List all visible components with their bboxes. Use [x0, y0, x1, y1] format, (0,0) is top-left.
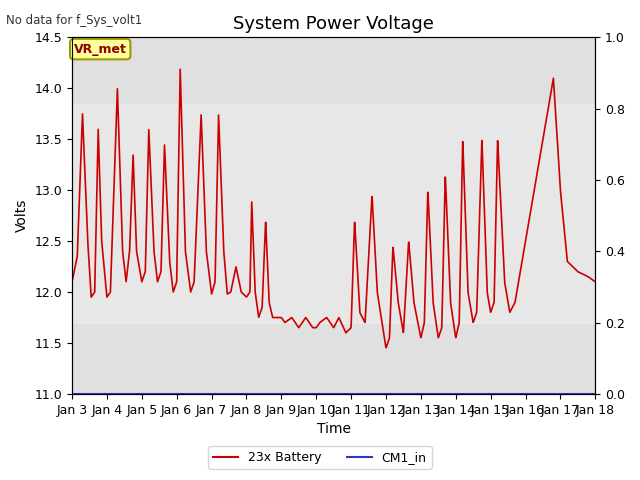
23x Battery: [159, 204, 166, 210]
23x Battery: [128, 190, 136, 195]
23x Battery: [582, 273, 589, 278]
X-axis label: Time: Time: [317, 422, 351, 436]
Text: VR_met: VR_met: [74, 43, 127, 56]
CM1_in: [189, 391, 197, 397]
Text: No data for f_Sys_volt1: No data for f_Sys_volt1: [6, 14, 143, 27]
23x Battery: [525, 218, 533, 224]
23x Battery: [269, 314, 276, 320]
23x Battery: [68, 279, 76, 285]
CM1_in: [591, 391, 599, 397]
23x Battery: [382, 345, 390, 351]
CM1_in: [549, 391, 557, 397]
23x Battery: [591, 279, 599, 285]
CM1_in: [338, 391, 346, 397]
CM1_in: [565, 391, 573, 397]
CM1_in: [380, 391, 388, 397]
CM1_in: [68, 391, 76, 397]
23x Battery: [292, 320, 300, 326]
Bar: [72, 104, 595, 323]
Legend: 23x Battery, CM1_in: 23x Battery, CM1_in: [208, 446, 432, 469]
CM1_in: [168, 391, 176, 397]
Line: 23x Battery: 23x Battery: [72, 69, 595, 348]
23x Battery: [177, 66, 184, 72]
Title: System Power Voltage: System Power Voltage: [233, 15, 434, 33]
Y-axis label: Volts: Volts: [15, 199, 29, 232]
